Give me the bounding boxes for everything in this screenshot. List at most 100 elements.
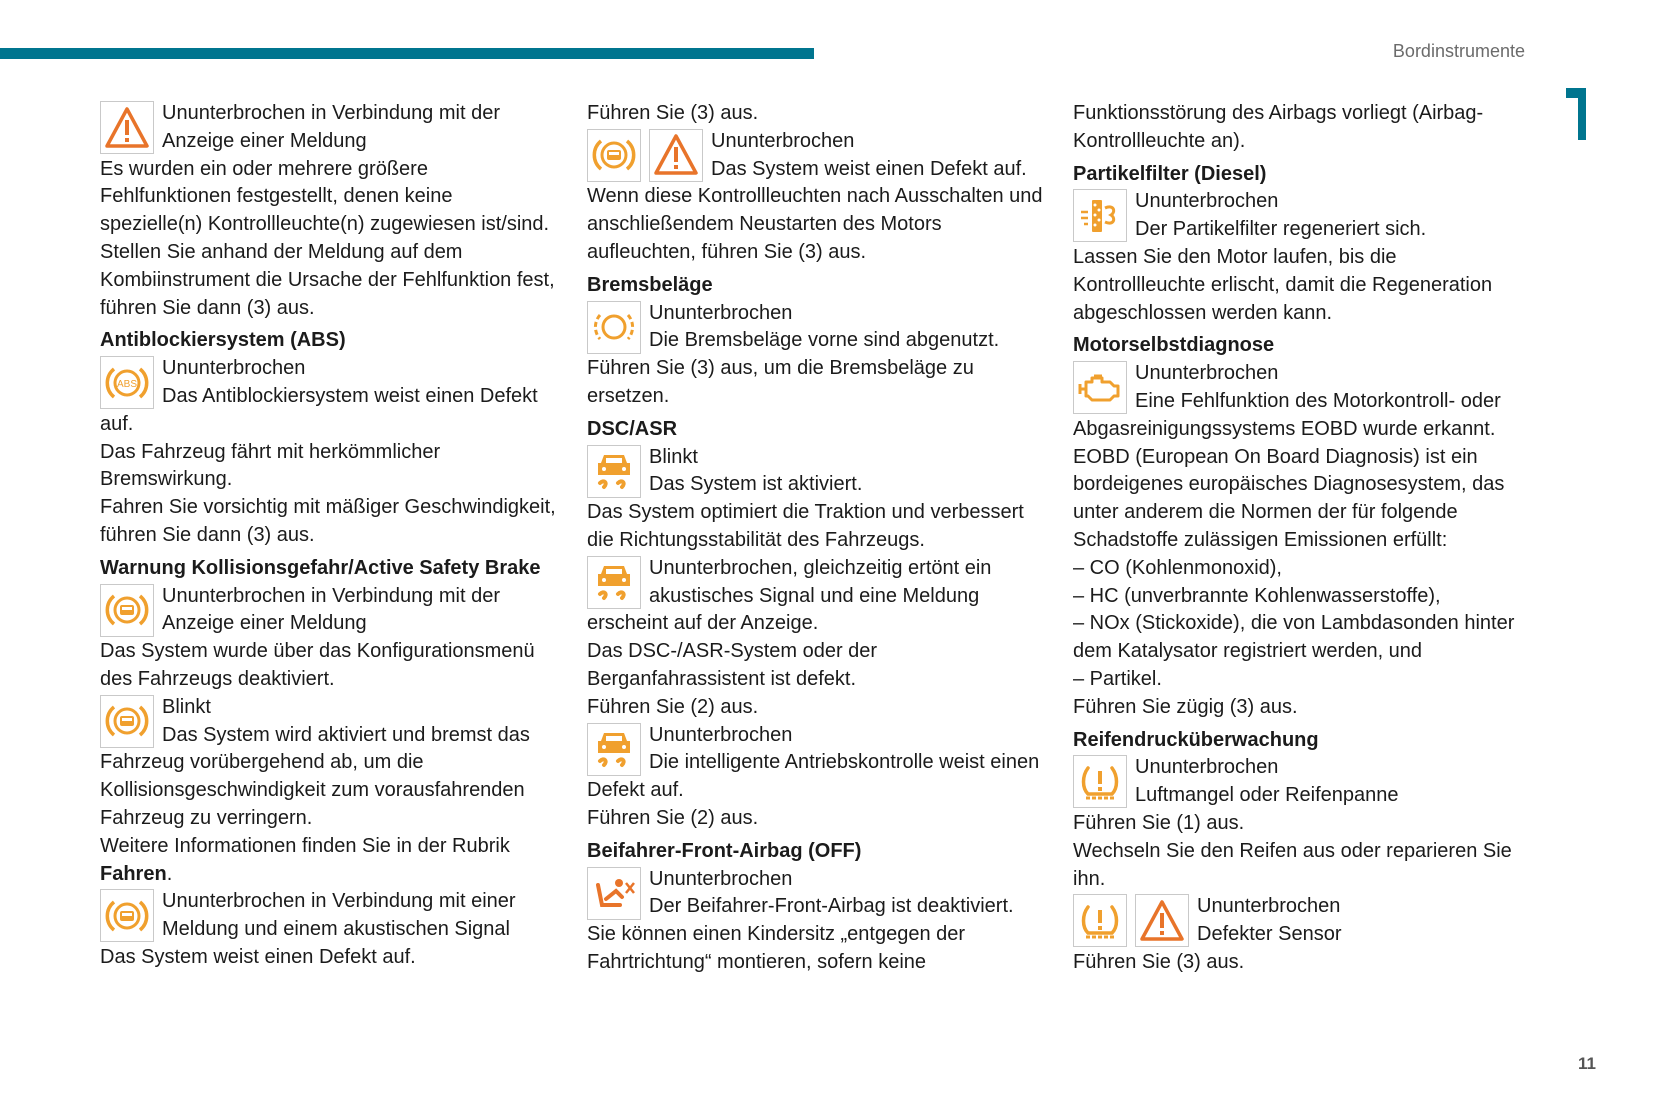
paragraph: Das Fahrzeug fährt mit herkömmlicher Bre… xyxy=(100,439,558,495)
paragraph: Es wurden ein oder mehrere größere Fehlf… xyxy=(100,156,558,239)
warning-light-entry: Ununterbrochen, gleichzeitig ertönt ein … xyxy=(587,555,1045,638)
status-line: Das System ist aktiviert. xyxy=(649,473,863,496)
paragraph-text: – CO (Kohlenmonoxid), xyxy=(1073,556,1282,579)
warning-light-entry: Ununterbrochen Der Partikelfilter regener… xyxy=(1073,188,1531,244)
paragraph-text: Funktionsstörung des Airbags vorliegt (A… xyxy=(1073,102,1484,152)
warning-light-entry: ABS Ununterbrochen Das Antiblockiersystem … xyxy=(100,355,558,438)
warning-light-icons xyxy=(1073,189,1127,243)
column-3: Funktionsstörung des Airbags vorliegt (A… xyxy=(1073,100,1531,977)
header-accent-bar xyxy=(0,48,814,59)
warning-light-entry: Ununterbrochen in Verbindung mit einer M… xyxy=(100,888,558,944)
paragraph: Führen Sie (3) aus. xyxy=(587,100,1045,128)
status-line: Ununterbrochen in Verbindung mit der Anz… xyxy=(162,102,500,152)
warning-light-entry: Ununterbrochen in Verbindung mit der Anz… xyxy=(100,583,558,639)
section-heading: Partikelfilter (Diesel) xyxy=(1073,162,1267,185)
warning-light-entry: Ununterbrochen Der Beifahrer-Front-Airbag… xyxy=(587,866,1045,922)
paragraph: Führen Sie (1) aus. xyxy=(1073,810,1531,838)
warning-light-icons xyxy=(100,101,154,154)
paragraph: Das System wurde über das Konfigurations… xyxy=(100,638,558,694)
tire-pressure-icon xyxy=(1073,894,1127,948)
paragraph-text: – NOx (Stickoxide), die von Lambdasonden… xyxy=(1073,612,1515,663)
svg-text:ABS: ABS xyxy=(117,379,137,390)
paragraph-text: Stellen Sie anhand der Meldung auf dem K… xyxy=(100,240,555,319)
paragraph: Führen Sie zügig (3) aus. xyxy=(1073,694,1531,722)
column-2: Führen Sie (3) aus. Ununterbrochen Das Sys… xyxy=(587,100,1045,977)
paragraph-text: Wechseln Sie den Reifen aus oder reparie… xyxy=(1073,839,1512,890)
paragraph-text: Sie können einen Kindersitz „entgegen de… xyxy=(587,923,966,973)
status-line: Das System wird aktiviert und bremst das… xyxy=(100,723,530,829)
status-line: Eine Fehlfunktion des Motorkontroll- ode… xyxy=(1073,389,1501,440)
particle-filter-icon xyxy=(1073,189,1127,243)
paragraph-text: Führen Sie (1) aus. xyxy=(1073,811,1245,834)
paragraph-text: Führen Sie (3) aus. xyxy=(587,102,759,124)
tire-pressure-icon xyxy=(1073,755,1127,809)
paragraph-text: EOBD (European On Board Diagnosis) ist e… xyxy=(1073,445,1505,551)
paragraph: Das DSC-/ASR-System oder der Berganfahra… xyxy=(587,638,1045,694)
paragraph: Führen Sie (3) aus. xyxy=(1073,949,1531,977)
paragraph-text: Das System weist einen Defekt auf. xyxy=(100,945,416,968)
status-line: Ununterbrochen xyxy=(649,723,793,746)
paragraph: Funktionsstörung des Airbags vorliegt (A… xyxy=(1073,100,1531,156)
paragraph-text: Das DSC-/ASR-System oder der Berganfahra… xyxy=(587,640,878,690)
paragraph: Das System optimiert die Traktion und ve… xyxy=(587,499,1045,555)
paragraph: Lassen Sie den Motor laufen, bis die Kon… xyxy=(1073,244,1531,327)
page-number: 11 xyxy=(1578,1054,1596,1073)
warning-light-entry: Blinkt Das System ist aktiviert. xyxy=(587,444,1045,500)
warning-light-entry: Blinkt Das System wird aktiviert und brem… xyxy=(100,694,558,833)
paragraph-text: Wenn diese Kontrollleuchten nach Ausscha… xyxy=(587,185,1043,263)
status-line: Blinkt xyxy=(649,445,698,468)
status-line: Ununterbrochen xyxy=(162,357,306,380)
status-line: Ununterbrochen xyxy=(1135,756,1279,779)
paragraph-text-end: . xyxy=(166,862,173,885)
paragraph-text: Lassen Sie den Motor laufen, bis die Kon… xyxy=(1073,245,1493,324)
dsc-icon xyxy=(587,444,641,498)
warning-light-icons xyxy=(1073,755,1127,809)
paragraph-text: Führen Sie (2) aus. xyxy=(587,695,759,718)
airbag-off-icon xyxy=(587,866,641,920)
status-line: Defekter Sensor xyxy=(1197,923,1342,946)
warning-light-icons xyxy=(587,722,641,776)
section-heading: Beifahrer-Front-Airbag (OFF) xyxy=(587,839,862,862)
paragraph-text: Führen Sie (2) aus. xyxy=(587,806,759,829)
paragraph: EOBD (European On Board Diagnosis) ist e… xyxy=(1073,444,1531,555)
paragraph: – NOx (Stickoxide), die von Lambdasonden… xyxy=(1073,610,1531,666)
paragraph-text: Führen Sie zügig (3) aus. xyxy=(1073,695,1298,718)
paragraph: Weitere Informationen finden Sie in der … xyxy=(100,833,558,889)
warning-light-icons xyxy=(100,694,154,748)
paragraph: Führen Sie (2) aus. xyxy=(587,805,1045,833)
warning-light-icons xyxy=(587,866,641,920)
paragraph: Wechseln Sie den Reifen aus oder reparie… xyxy=(1073,838,1531,894)
engine-icon xyxy=(1073,361,1127,415)
brake-pads-icon xyxy=(587,300,641,354)
collision-icon xyxy=(100,694,154,748)
status-line: Ununterbrochen xyxy=(1135,362,1279,385)
warning-light-entry: Ununterbrochen Eine Fehlfunktion des Moto… xyxy=(1073,360,1531,443)
warning-triangle-icon xyxy=(1135,894,1189,948)
status-line: Der Partikelfilter regeneriert sich. xyxy=(1135,218,1427,241)
warning-light-entry: Ununterbrochen Das System weist einen Def… xyxy=(587,128,1045,184)
dsc-icon xyxy=(587,555,641,609)
abs-icon: ABS xyxy=(100,356,154,410)
paragraph-text: Weitere Informationen finden Sie in der … xyxy=(100,834,510,857)
warning-light-entry: Ununterbrochen Die intelligente Antriebsk… xyxy=(587,722,1045,805)
paragraph: Fahren Sie vorsichtig mit mäßiger Geschw… xyxy=(100,494,558,550)
section-heading: Reifendrucküberwachung xyxy=(1073,728,1319,751)
status-line: Ununterbrochen in Verbindung mit der Anz… xyxy=(162,584,500,635)
paragraph: – Partikel. xyxy=(1073,666,1531,694)
status-line: Ununterbrochen xyxy=(649,867,793,890)
collision-icon xyxy=(100,583,154,637)
paragraph: Führen Sie (2) aus. xyxy=(587,694,1045,722)
status-line: Luftmangel oder Reifenpanne xyxy=(1135,784,1399,807)
warning-triangle-icon xyxy=(649,128,703,182)
warning-light-icons xyxy=(587,128,703,182)
warning-light-icons xyxy=(100,583,154,637)
warning-light-icons xyxy=(587,555,641,609)
paragraph-text: Führen Sie (3) aus. xyxy=(1073,950,1245,973)
paragraph: Das System weist einen Defekt auf. xyxy=(100,944,558,972)
warning-light-entry: Ununterbrochen Defekter Sensor xyxy=(1073,893,1531,949)
status-line: Ununterbrochen xyxy=(1197,895,1341,918)
dsc-icon xyxy=(587,722,641,776)
chapter-number-1 xyxy=(1566,88,1586,140)
bold-reference: Fahren xyxy=(100,862,167,885)
paragraph-text: – HC (unverbrannte Kohlenwasserstoffe), xyxy=(1073,584,1441,607)
